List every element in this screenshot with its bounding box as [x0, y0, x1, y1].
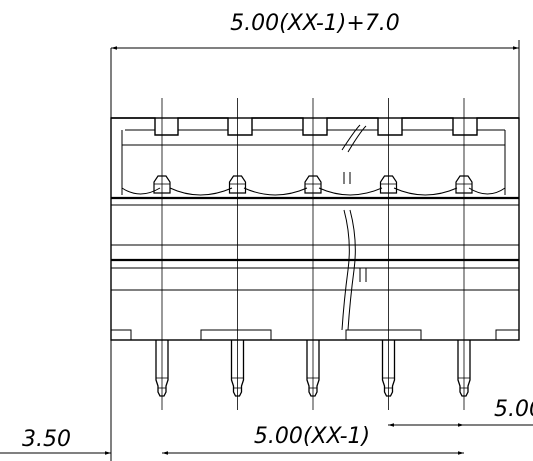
pins-group [153, 98, 473, 410]
pin-2 [228, 98, 247, 410]
housing [110, 117, 520, 341]
break-line-2 [347, 125, 367, 153]
pin-4 [379, 98, 398, 410]
pin-socket [304, 175, 322, 194]
pitch-label: 5.00 [494, 397, 533, 422]
pin-5 [455, 98, 473, 410]
pin-lead [155, 340, 169, 397]
pin-socket [153, 175, 171, 194]
pin-lead [230, 340, 245, 397]
housing-bottom-standoffs [111, 329, 519, 340]
pin-socket [379, 175, 398, 194]
housing-top-profile [111, 117, 519, 136]
pin-lead [306, 340, 320, 397]
pin-lead [457, 340, 471, 397]
housing-scallops [121, 187, 506, 196]
pin-socket [228, 175, 247, 194]
pitch-span-label: 5.00(XX-1) [254, 424, 370, 449]
bottom-dimensions: 3.50 5.00(XX-1) 5.00 [0, 340, 533, 461]
break-line-3 [341, 209, 350, 331]
pin-lead [381, 340, 396, 397]
overall-width-label: 5.00(XX-1)+7.0 [230, 11, 400, 36]
overall-width-dimension: 5.00(XX-1)+7.0 [110, 11, 520, 118]
break-line-4 [347, 209, 356, 331]
pin-1 [153, 98, 171, 410]
edge-offset-label: 3.50 [22, 427, 71, 452]
break-line-1 [341, 124, 361, 151]
pin-3 [304, 98, 322, 410]
housing-outline [110, 117, 520, 341]
pin-socket [455, 175, 473, 194]
break-symbol [341, 124, 367, 331]
